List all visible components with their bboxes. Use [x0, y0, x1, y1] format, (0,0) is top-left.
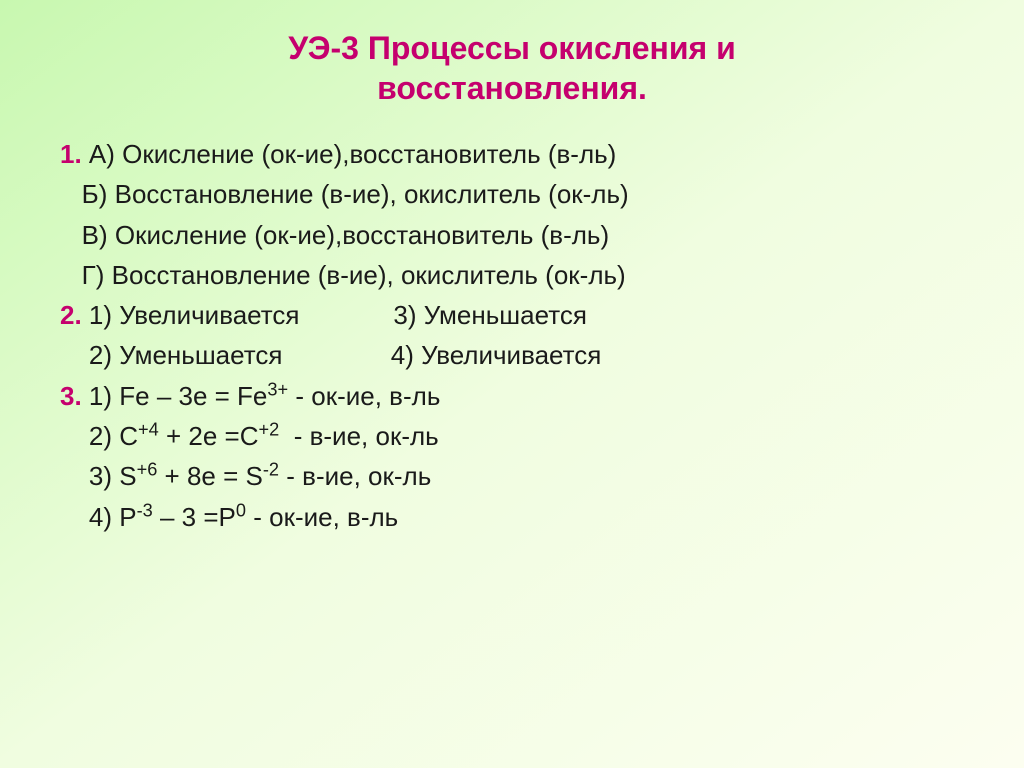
s1-a-text: Окисление (ок-ие),восстановитель (в-ль) [122, 139, 616, 169]
s2-p1: 1) Увеличивается 3) Уменьшается [82, 300, 587, 330]
s2-number: 2. [60, 300, 82, 330]
s3-line-2: 2) C+4 + 2e =C+2 - в-ие, ок-ль [60, 416, 964, 456]
s1-line-g: Г) Восстановление (в-ие), окислитель (ок… [60, 255, 964, 295]
s1-line-b: Б) Восстановление (в-ие), окислитель (ок… [60, 174, 964, 214]
s1-number: 1. [60, 139, 82, 169]
s3-l2a: 2) C [60, 421, 138, 451]
s3-l2b: + 2e =C [159, 421, 259, 451]
title-line-1: УЭ-3 Процессы окисления и [288, 30, 736, 66]
s3-l3c: - в-ие, ок-ль [279, 461, 431, 491]
s3-l1-sup: 3+ [267, 379, 288, 399]
s2-line-1: 2. 1) Увеличивается 3) Уменьшается [60, 295, 964, 335]
s2-p2: 2) Уменьшается 4) Увеличивается [60, 340, 601, 370]
s1-v-text: Окисление (ок-ие),восстановитель (в-ль) [115, 220, 609, 250]
s3-l4-sup2: 0 [236, 500, 246, 520]
s1-line-a: 1. А) Окисление (ок-ие),восстановитель (… [60, 134, 964, 174]
title-line-2: восстановления. [377, 70, 647, 106]
s3-l3-sup2: -2 [263, 460, 279, 480]
s1-line-v: В) Окисление (ок-ие),восстановитель (в-л… [60, 215, 964, 255]
s1-a-label: А) [82, 139, 122, 169]
s3-l2c: - в-ие, ок-ль [279, 421, 438, 451]
slide-title: УЭ-3 Процессы окисления и восстановления… [60, 28, 964, 108]
s3-line-4: 4) P-3 – 3 =P0 - ок-ие, в-ль [60, 497, 964, 537]
s3-l1a: 1) Fe – 3e = Fe [82, 381, 268, 411]
s3-l3a: 3) S [60, 461, 137, 491]
s3-l4b: – 3 =P [153, 502, 236, 532]
s3-l3b: + 8e = S [157, 461, 263, 491]
s3-l4c: - ок-ие, в-ль [246, 502, 398, 532]
s1-v-label: В) [60, 220, 115, 250]
s1-g-text: Восстановление (в-ие), окислитель (ок-ль… [112, 260, 626, 290]
s3-l1b: - ок-ие, в-ль [288, 381, 440, 411]
s3-l2-sup2: +2 [259, 419, 280, 439]
s3-line-1: 3. 1) Fe – 3e = Fe3+ - ок-ие, в-ль [60, 376, 964, 416]
s3-number: 3. [60, 381, 82, 411]
s1-b-label: Б) [60, 179, 115, 209]
s2-line-2: 2) Уменьшается 4) Увеличивается [60, 335, 964, 375]
s3-l2-sup1: +4 [138, 419, 159, 439]
s3-l4-sup1: -3 [137, 500, 153, 520]
slide-container: УЭ-3 Процессы окисления и восстановления… [0, 0, 1024, 768]
s3-l4a: 4) P [60, 502, 137, 532]
s3-l3-sup1: +6 [137, 460, 158, 480]
s1-g-label: Г) [60, 260, 112, 290]
s3-line-3: 3) S+6 + 8e = S-2 - в-ие, ок-ль [60, 456, 964, 496]
s1-b-text: Восстановление (в-ие), окислитель (ок-ль… [115, 179, 629, 209]
